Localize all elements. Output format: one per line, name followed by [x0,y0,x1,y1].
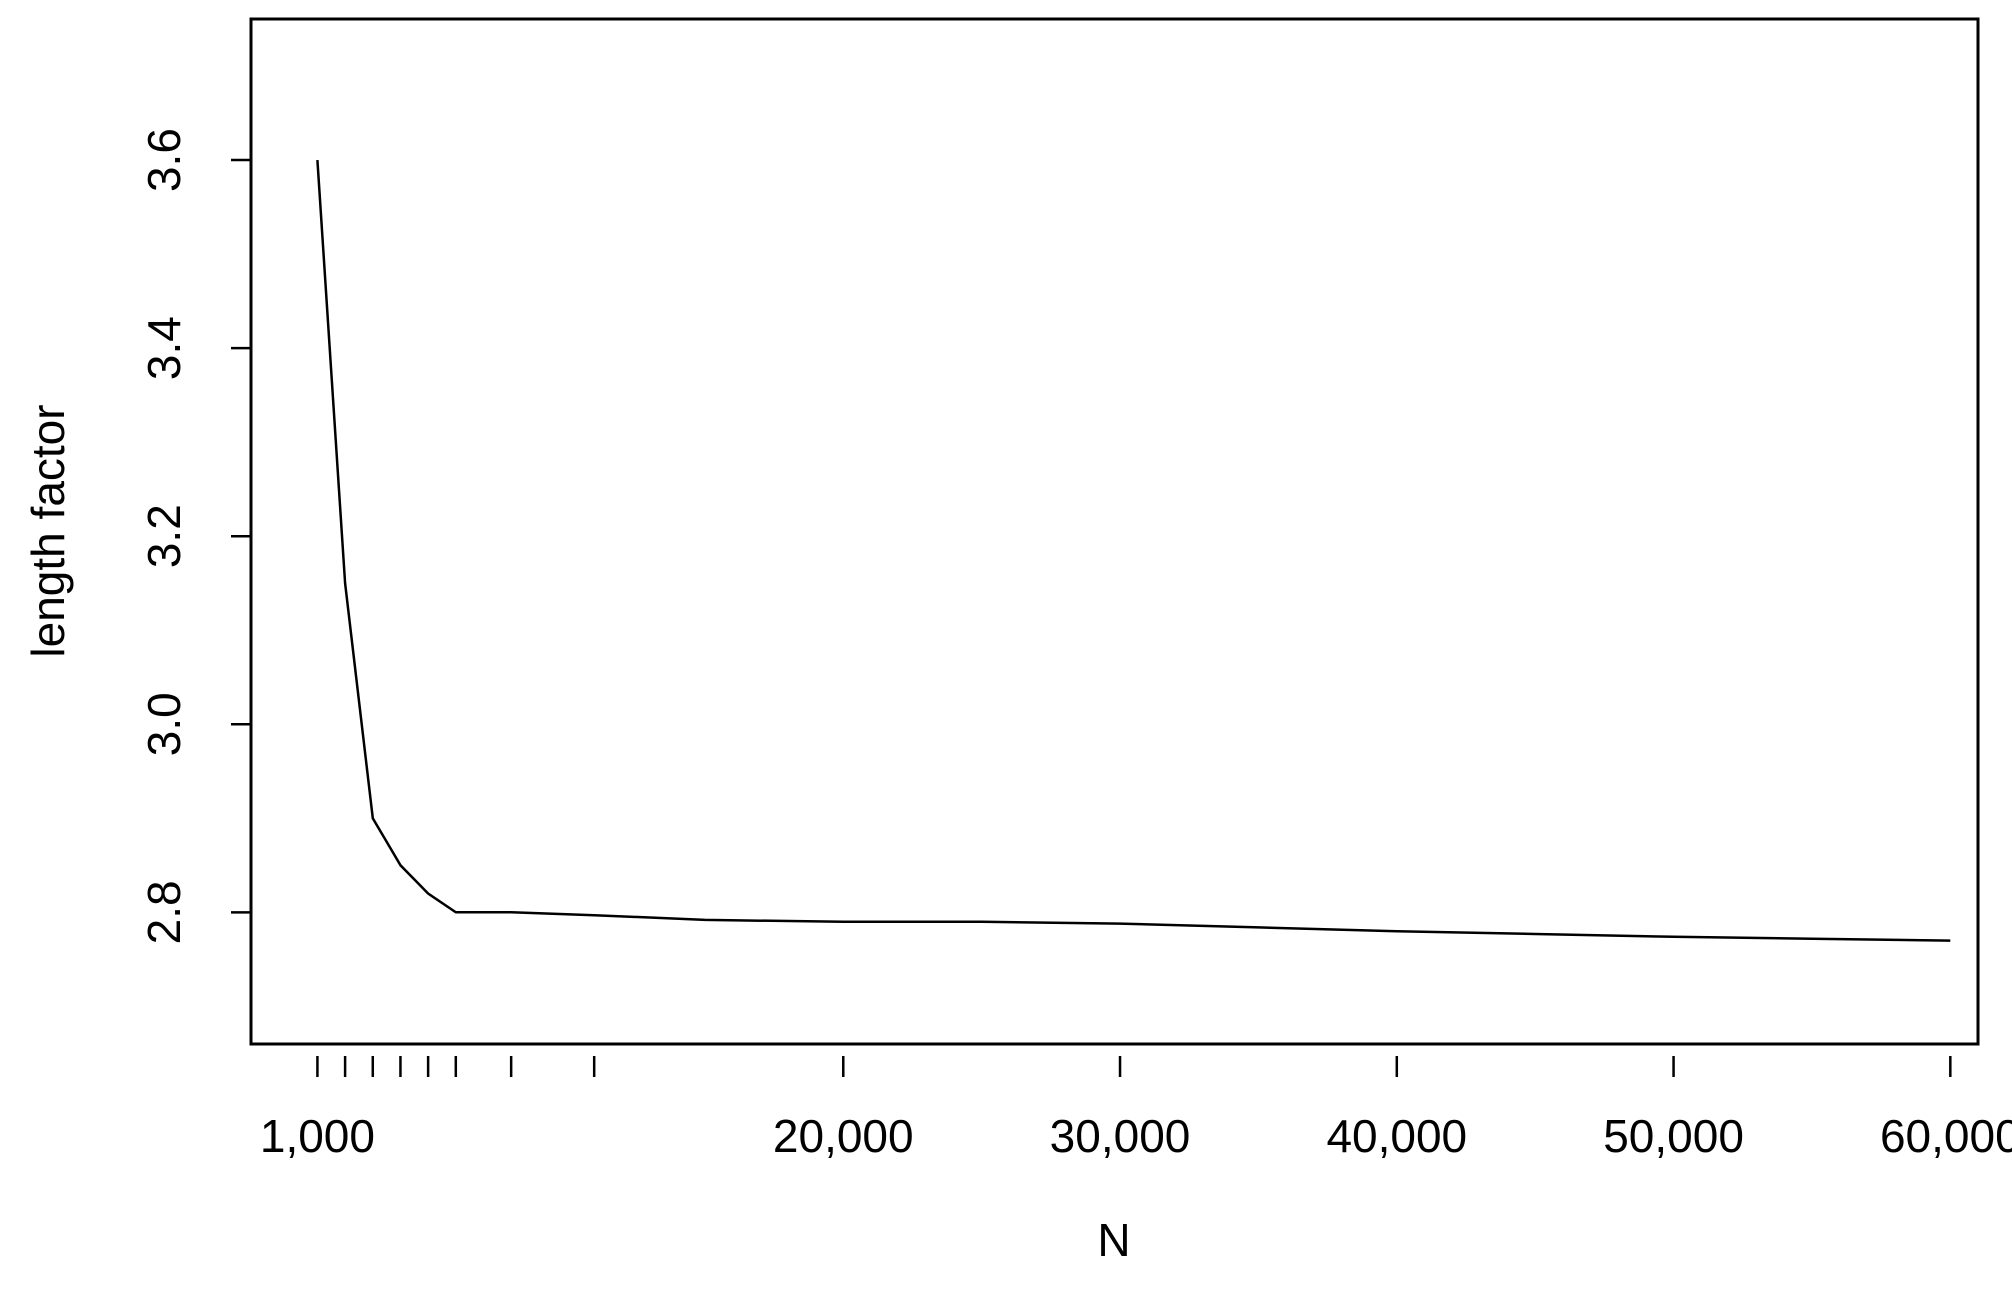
y-tick-label-3.4: 3.4 [138,316,190,380]
x-tick-label-20000: 20,000 [773,1110,914,1162]
x-tick-label-60000: 60,000 [1880,1110,2012,1162]
y-axis-label: length factor [22,404,74,657]
y-axis-tick-labels: 2.8 3.0 3.2 3.4 3.6 [138,128,190,944]
x-axis-tick-labels: 1,000 20,000 30,000 40,000 50,000 60,000 [260,1110,2012,1162]
x-tick-label-50000: 50,000 [1603,1110,1744,1162]
y-tick-label-3: 3.0 [138,692,190,756]
plot-frame [249,17,1980,1046]
y-tick-label-2.8: 2.8 [138,880,190,944]
x-tick-label-30000: 30,000 [1050,1110,1191,1162]
x-axis-label: N [1097,1214,1130,1266]
series-line [316,160,1951,942]
x-tick-label-40000: 40,000 [1326,1110,1467,1162]
y-axis-ticks [231,158,251,914]
y-tick-label-3.6: 3.6 [138,128,190,192]
x-tick-label-1000: 1,000 [260,1110,375,1162]
y-tick-label-3.2: 3.2 [138,504,190,568]
x-axis-ticks [316,1056,1952,1077]
